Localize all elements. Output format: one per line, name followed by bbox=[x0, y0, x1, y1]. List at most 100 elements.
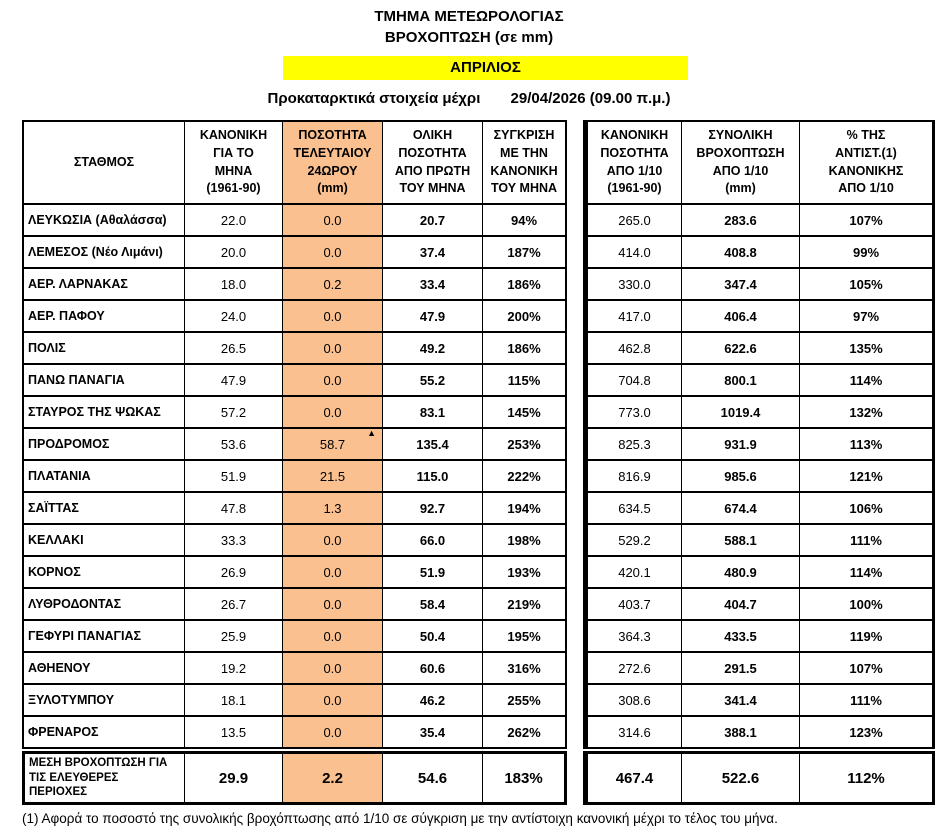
footnote: (1) Αφορά το ποσοστό της συνολικής βροχό… bbox=[22, 811, 778, 826]
cell-value: 198% bbox=[483, 525, 567, 557]
table-row: ΑΕΡ. ΠΑΦΟΥ 24.0 0.0 47.9 200% 417.0 406.4 97% bbox=[22, 301, 935, 333]
table-row: ΠΑΝΩ ΠΑΝΑΓΙΑ 47.9 0.0 55.2 115% 704.8 800.1 114… bbox=[22, 365, 935, 397]
cell-value: 20.7 bbox=[383, 205, 483, 237]
cell-value: 111% bbox=[800, 685, 935, 717]
cell-value: 186% bbox=[483, 333, 567, 365]
table-gap bbox=[567, 429, 583, 461]
table-gap bbox=[567, 365, 583, 397]
cell-value: 94% bbox=[483, 205, 567, 237]
column-header-normal-from-oct: ΚΑΝΟΝΙΚΗ ΠΟΣΟΤΗΤΑ ΑΠΟ 1/10 (1961-90) bbox=[583, 120, 682, 205]
table-gap bbox=[567, 653, 583, 685]
cell-value: 403.7 bbox=[583, 589, 682, 621]
cell-station: ΦΡΕΝΑΡΟΣ bbox=[22, 717, 185, 749]
summary-total-from-oct: 522.6 bbox=[682, 751, 800, 805]
page-title: ΤΜΗΜΑ ΜΕΤΕΩΡΟΛΟΓΙΑΣ bbox=[374, 8, 564, 25]
table-row: ΠΛΑΤΑΝΙΑ 51.9 21.5 115.0 222% 816.9 985.6 121% bbox=[22, 461, 935, 493]
cell-station: ΚΕΛΛΑΚΙ bbox=[22, 525, 185, 557]
cell-value: 113% bbox=[800, 429, 935, 461]
cell-value: 1.3 bbox=[283, 493, 383, 525]
cell-value: 19.2 bbox=[185, 653, 283, 685]
table-row: ΛΕΥΚΩΣΙΑ (Αθαλάσσα) 22.0 0.0 20.7 94% 265.0 28… bbox=[22, 205, 935, 237]
summary-pct-normal-from-oct: 112% bbox=[800, 751, 935, 805]
table-gap bbox=[567, 269, 583, 301]
cell-value: 0.2 bbox=[283, 269, 383, 301]
cell-value: 622.6 bbox=[682, 333, 800, 365]
cell-value: 97% bbox=[800, 301, 935, 333]
table-row: ΑΘΗΕΝΟΥ 19.2 0.0 60.6 316% 272.6 291.5 107% bbox=[22, 653, 935, 685]
cell-value: 186% bbox=[483, 269, 567, 301]
summary-vs-normal-month: 183% bbox=[483, 751, 567, 805]
table-gap bbox=[567, 333, 583, 365]
table-gap bbox=[567, 589, 583, 621]
cell-station: ΑΘΗΕΝΟΥ bbox=[22, 653, 185, 685]
table-row: ΚΟΡΝΟΣ 26.9 0.0 51.9 193% 420.1 480.9 114% bbox=[22, 557, 935, 589]
column-header-total-month: ΟΛΙΚΗ ΠΟΣΟΤΗΤΑ ΑΠΟ ΠΡΩΤΗ ΤΟΥ ΜΗΝΑ bbox=[383, 120, 483, 205]
cell-value: 0.0 bbox=[283, 653, 383, 685]
cell-value: 51.9 bbox=[383, 557, 483, 589]
column-header-station: ΣΤΑΘΜΟΣ bbox=[22, 120, 185, 205]
cell-value: 26.9 bbox=[185, 557, 283, 589]
cell-value: 49.2 bbox=[383, 333, 483, 365]
cell-value: 105% bbox=[800, 269, 935, 301]
cell-value: 58.4 bbox=[383, 589, 483, 621]
cell-value: 0.0 bbox=[283, 557, 383, 589]
cell-value: 18.0 bbox=[185, 269, 283, 301]
cell-value: 408.8 bbox=[682, 237, 800, 269]
table-row: ΛΥΘΡΟΔΟΝΤΑΣ 26.7 0.0 58.4 219% 403.7 404.7 100% bbox=[22, 589, 935, 621]
column-header-last-24h: ΠΟΣΟΤΗΤΑ ΤΕΛΕΥΤΑΙΟΥ 24ΩΡΟΥ (mm) bbox=[283, 120, 383, 205]
cell-station: ΞΥΛΟΤΥΜΠΟΥ bbox=[22, 685, 185, 717]
cell-value: 588.1 bbox=[682, 525, 800, 557]
cell-value: 364.3 bbox=[583, 621, 682, 653]
cell-value: 308.6 bbox=[583, 685, 682, 717]
cell-value: 195% bbox=[483, 621, 567, 653]
cell-value: 222% bbox=[483, 461, 567, 493]
rainfall-table: ΣΤΑΘΜΟΣ ΚΑΝΟΝΙΚΗ ΓΙΑ ΤΟ ΜΗΝΑ (1961-90) Π… bbox=[22, 120, 935, 805]
cell-value: 20.0 bbox=[185, 237, 283, 269]
cell-value: 985.6 bbox=[682, 461, 800, 493]
cell-value: 107% bbox=[800, 653, 935, 685]
cell-station: ΠΛΑΤΑΝΙΑ bbox=[22, 461, 185, 493]
table-row: ΓΕΦΥΡΙ ΠΑΝΑΓΙΑΣ 25.9 0.0 50.4 195% 364.3 433.5… bbox=[22, 621, 935, 653]
cell-value: 704.8 bbox=[583, 365, 682, 397]
table-gap bbox=[567, 301, 583, 333]
table-row: ΠΟΛΙΣ 26.5 0.0 49.2 186% 462.8 622.6 135% bbox=[22, 333, 935, 365]
table-header-row: ΣΤΑΘΜΟΣ ΚΑΝΟΝΙΚΗ ΓΙΑ ΤΟ ΜΗΝΑ (1961-90) Π… bbox=[22, 120, 935, 205]
table-gap bbox=[567, 120, 583, 205]
table-gap bbox=[567, 685, 583, 717]
cell-value: 462.8 bbox=[583, 333, 682, 365]
cell-value: 99% bbox=[800, 237, 935, 269]
cell-value: 1019.4 bbox=[682, 397, 800, 429]
cell-value: 931.9 bbox=[682, 429, 800, 461]
cell-value: 111% bbox=[800, 525, 935, 557]
cell-value: 283.6 bbox=[682, 205, 800, 237]
cell-station: ΠΟΛΙΣ bbox=[22, 333, 185, 365]
cell-value: 18.1 bbox=[185, 685, 283, 717]
cell-value: 0.0 bbox=[283, 621, 383, 653]
cell-value: 0.0 bbox=[283, 685, 383, 717]
column-header-vs-normal-month: ΣΥΓΚΡΙΣΗ ΜΕ ΤΗΝ ΚΑΝΟΝΙΚΗ ΤΟΥ ΜΗΝΑ bbox=[483, 120, 567, 205]
table-row: ΣΑΪΤΤΑΣ 47.8 1.3 92.7 194% 634.5 674.4 106% bbox=[22, 493, 935, 525]
cell-value: 47.9 bbox=[383, 301, 483, 333]
cell-value: 200% bbox=[483, 301, 567, 333]
table-gap bbox=[567, 493, 583, 525]
cell-value: 262% bbox=[483, 717, 567, 749]
cell-station: ΚΟΡΝΟΣ bbox=[22, 557, 185, 589]
preliminary-label: Προκαταρκτικά στοιχεία μέχρι bbox=[267, 90, 481, 107]
cell-value: 121% bbox=[800, 461, 935, 493]
cell-value: 388.1 bbox=[682, 717, 800, 749]
cell-value: 57.2 bbox=[185, 397, 283, 429]
cell-value: 291.5 bbox=[682, 653, 800, 685]
table-row: ΑΕΡ. ΛΑΡΝΑΚΑΣ 18.0 0.2 33.4 186% 330.0 347.4 10… bbox=[22, 269, 935, 301]
table-body: ΛΕΥΚΩΣΙΑ (Αθαλάσσα) 22.0 0.0 20.7 94% 265.0 28… bbox=[22, 205, 935, 749]
table-gap bbox=[567, 557, 583, 589]
table-gap bbox=[567, 751, 583, 805]
cell-station: ΑΕΡ. ΛΑΡΝΑΚΑΣ bbox=[22, 269, 185, 301]
cell-value: 114% bbox=[800, 365, 935, 397]
summary-normal-month: 29.9 bbox=[185, 751, 283, 805]
report-header: ΤΜΗΜΑ ΜΕΤΕΩΡΟΛΟΓΙΑΣ ΒΡΟΧΟΠΤΩΣΗ (σε mm) Α… bbox=[0, 8, 938, 112]
cell-value: 33.4 bbox=[383, 269, 483, 301]
cell-value: 674.4 bbox=[682, 493, 800, 525]
table-gap bbox=[567, 461, 583, 493]
comment-marker-icon: ▲ bbox=[367, 428, 376, 438]
cell-value: 114% bbox=[800, 557, 935, 589]
